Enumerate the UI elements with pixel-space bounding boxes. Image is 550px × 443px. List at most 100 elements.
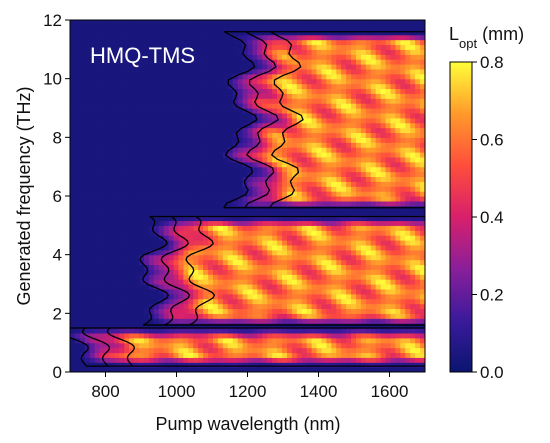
- heatmap-cell: [400, 254, 406, 261]
- heatmap-cell: [262, 54, 268, 60]
- heatmap-cell: [420, 279, 425, 285]
- heatmap-cell: [99, 249, 106, 256]
- heatmap-cell: [395, 117, 401, 124]
- heatmap-cell: [222, 64, 229, 70]
- heatmap-cell: [124, 284, 130, 290]
- heatmap-cell: [380, 73, 387, 80]
- heatmap-cell: [316, 44, 323, 50]
- heatmap-cell: [420, 367, 425, 372]
- heatmap-cell: [217, 215, 224, 222]
- heatmap-cell: [346, 39, 352, 46]
- heatmap-cell: [193, 34, 199, 41]
- heatmap-cell: [163, 244, 170, 251]
- heatmap-cell: [74, 93, 81, 99]
- heatmap-cell: [267, 235, 273, 241]
- heatmap-cell: [306, 73, 313, 80]
- heatmap-cell: [420, 34, 425, 41]
- heatmap-cell: [109, 127, 115, 134]
- heatmap-cell: [326, 127, 332, 134]
- heatmap-cell: [400, 137, 406, 143]
- heatmap-cell: [104, 323, 111, 329]
- heatmap-cell: [355, 186, 362, 192]
- heatmap-cell: [163, 284, 170, 290]
- heatmap-cell: [104, 269, 111, 275]
- heatmap-cell: [375, 161, 382, 168]
- heatmap-cell: [139, 352, 145, 358]
- heatmap-cell: [188, 108, 194, 114]
- heatmap-cell: [143, 108, 150, 114]
- heatmap-cell: [188, 29, 194, 36]
- heatmap-cell: [237, 200, 244, 207]
- heatmap-cell: [139, 332, 145, 339]
- heatmap-cell: [109, 293, 115, 300]
- heatmap-cell: [212, 303, 219, 310]
- heatmap-cell: [351, 117, 357, 124]
- heatmap-cell: [237, 249, 244, 256]
- heatmap-cell: [321, 347, 327, 354]
- heatmap-cell: [89, 254, 96, 261]
- heatmap-cell: [114, 225, 120, 231]
- heatmap-cell: [380, 166, 387, 173]
- heatmap-cell: [94, 288, 101, 295]
- heatmap-cell: [277, 362, 283, 368]
- heatmap-cell: [360, 240, 367, 246]
- heatmap-cell: [301, 68, 308, 75]
- heatmap-cell: [158, 181, 165, 187]
- heatmap-cell: [178, 367, 184, 372]
- heatmap-cell: [326, 186, 332, 192]
- heatmap-cell: [257, 298, 263, 305]
- heatmap-cell: [79, 191, 86, 197]
- heatmap-cell: [104, 186, 111, 192]
- heatmap-cell: [296, 323, 303, 329]
- heatmap-cell: [208, 166, 214, 173]
- heatmap-cell: [267, 269, 273, 275]
- heatmap-cell: [351, 303, 357, 310]
- heatmap-cell: [134, 191, 140, 197]
- heatmap-cell: [222, 308, 229, 314]
- heatmap-cell: [282, 117, 288, 124]
- heatmap-cell: [306, 171, 313, 178]
- heatmap-cell: [405, 161, 411, 168]
- heatmap-cell: [286, 347, 293, 354]
- heatmap-cell: [321, 142, 327, 148]
- heatmap-cell: [153, 78, 160, 85]
- heatmap-cell: [148, 176, 155, 182]
- heatmap-cell: [346, 288, 352, 295]
- heatmap-cell: [321, 161, 327, 168]
- heatmap-cell: [252, 171, 258, 178]
- heatmap-cell: [163, 220, 170, 226]
- heatmap-cell: [227, 73, 234, 80]
- heatmap-cell: [89, 93, 96, 99]
- heatmap-cell: [193, 137, 199, 143]
- heatmap-cell: [360, 166, 367, 173]
- heatmap-cell: [355, 49, 362, 55]
- heatmap-cell: [74, 64, 81, 70]
- heatmap-cell: [114, 44, 120, 50]
- heatmap-cell: [365, 54, 372, 60]
- heatmap-cell: [410, 98, 416, 104]
- heatmap-cell: [410, 186, 416, 192]
- heatmap-cell: [193, 176, 199, 182]
- heatmap-cell: [365, 152, 372, 158]
- heatmap-cell: [99, 362, 106, 368]
- heatmap-cell: [79, 161, 86, 168]
- heatmap-cell: [282, 367, 288, 372]
- heatmap-cell: [232, 78, 239, 85]
- heatmap-cell: [212, 122, 219, 129]
- heatmap-cell: [173, 200, 180, 207]
- heatmap-cell: [84, 108, 91, 114]
- heatmap-cell: [178, 279, 184, 285]
- heatmap-cell: [232, 117, 239, 124]
- heatmap-cell: [415, 44, 421, 50]
- heatmap-cell: [257, 318, 263, 324]
- heatmap-cell: [252, 200, 258, 207]
- heatmap-cell: [405, 269, 411, 275]
- heatmap-cell: [212, 166, 219, 173]
- heatmap-cell: [183, 347, 189, 354]
- heatmap-cell: [341, 205, 347, 212]
- heatmap-cell: [114, 98, 120, 104]
- heatmap-cell: [94, 88, 101, 94]
- heatmap-cell: [168, 117, 175, 124]
- heatmap-cell: [208, 152, 214, 158]
- heatmap-cell: [385, 73, 392, 80]
